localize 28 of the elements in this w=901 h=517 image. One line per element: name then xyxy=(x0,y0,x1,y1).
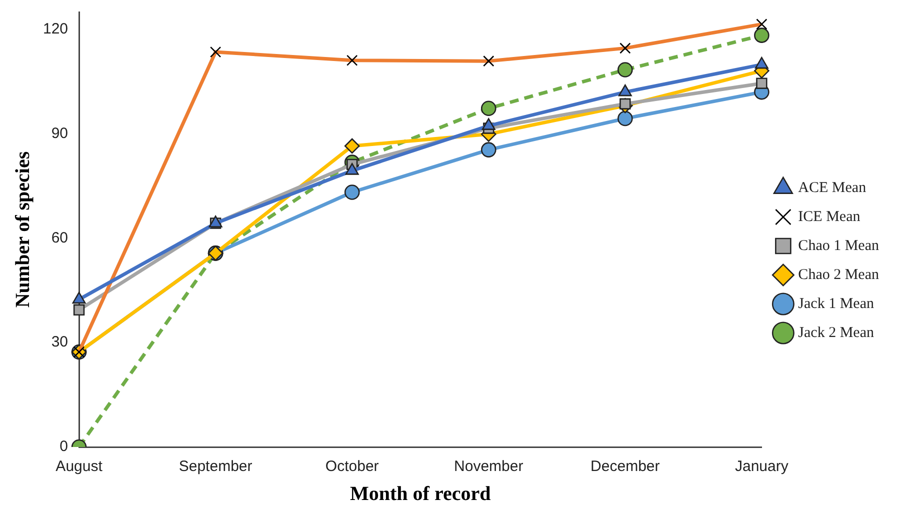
point xyxy=(73,304,85,316)
x-tick-label: January xyxy=(734,458,789,476)
legend-label: Jack 1 Mean xyxy=(798,296,874,312)
y-axis-title: Number of species xyxy=(12,151,34,308)
y-tick-label: 0 xyxy=(60,438,68,456)
point xyxy=(754,28,770,43)
legend-label: ICE Mean xyxy=(798,208,861,225)
point xyxy=(756,78,768,89)
point xyxy=(480,100,496,116)
y-tick-label: 30 xyxy=(51,334,68,351)
x-tick-label: October xyxy=(325,458,379,476)
point xyxy=(618,62,633,78)
x-tick-label: August xyxy=(56,458,104,476)
x-axis-title: Month of record xyxy=(350,483,491,506)
legend-label: ACE Mean xyxy=(798,180,867,196)
legend-label: Jack 2 Mean xyxy=(798,324,874,341)
x-tick-label: November xyxy=(454,458,524,476)
legend-label: Chao 1 Mean xyxy=(798,238,880,254)
legend-label: Chao 2 Mean xyxy=(798,266,880,283)
y-tick-label: 60 xyxy=(51,229,68,246)
point xyxy=(344,138,360,154)
point xyxy=(618,110,633,126)
x-tick-label: September xyxy=(178,458,252,476)
y-tick-label: 120 xyxy=(42,20,68,38)
x-tick-label: December xyxy=(590,458,660,476)
point xyxy=(344,184,360,200)
point xyxy=(480,142,496,158)
y-tick-label: 90 xyxy=(51,124,68,142)
